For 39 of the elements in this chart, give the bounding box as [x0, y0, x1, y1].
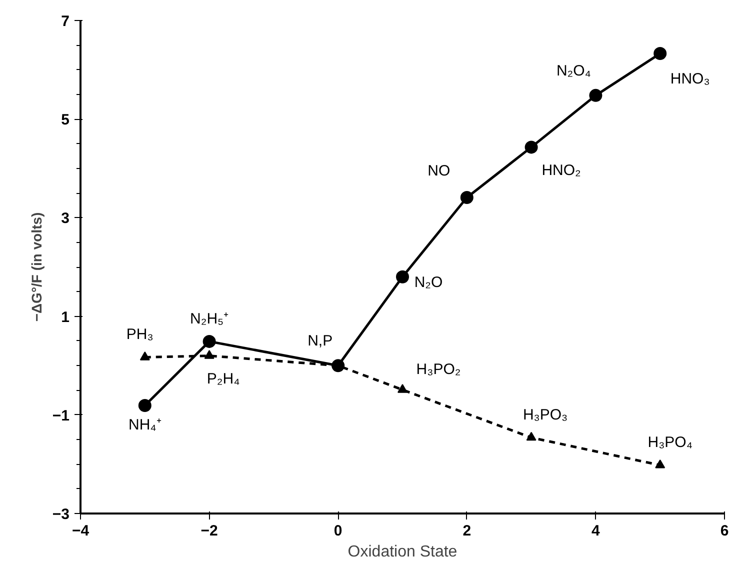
point	[396, 270, 409, 284]
point	[524, 140, 538, 154]
y-tick-label: −3	[52, 506, 70, 523]
y-tick-label: −1	[52, 407, 70, 424]
point	[460, 191, 474, 204]
annotation: HNO₃	[670, 70, 710, 88]
point	[526, 432, 536, 441]
point	[655, 459, 666, 468]
point	[204, 350, 214, 359]
point	[589, 88, 602, 102]
annotation: NO	[428, 162, 450, 180]
y-tick-label: 3	[61, 210, 70, 228]
x-tick-label: 6	[720, 522, 729, 540]
x-tick-label: 0	[334, 522, 342, 540]
annotation: N₂O₄	[556, 62, 591, 80]
point	[202, 334, 216, 348]
annotation: H₃PO₂	[416, 360, 461, 378]
annotation: P₂H₄	[206, 370, 240, 388]
point	[654, 47, 667, 60]
annotation: N,P	[308, 332, 333, 350]
annotation: H₃PO₃	[522, 406, 568, 424]
x-tick-label: 4	[592, 522, 601, 540]
point	[398, 384, 408, 393]
y-tick-label: 5	[61, 112, 70, 129]
x-tick-label: −2	[200, 522, 218, 540]
annotation: H₃PO₄	[648, 434, 692, 452]
x-tick-label: 2	[462, 522, 472, 540]
annotation: PH₃	[126, 326, 154, 344]
annotation: N₂O	[414, 274, 443, 291]
x-axis-title: Oxidation State	[348, 544, 458, 560]
x-tick-label: −4	[72, 522, 90, 540]
annotation: NH₄⁺	[128, 416, 162, 434]
y-axis-title: −ΔG°/F (in volts)	[28, 212, 44, 322]
y-tick-label: 1	[61, 308, 70, 326]
annotation: HNO₂	[542, 162, 582, 180]
y-tick-label: 7	[61, 13, 70, 30]
point	[140, 352, 150, 360]
annotation: N₂H₅⁺	[190, 310, 229, 328]
point	[138, 399, 152, 412]
